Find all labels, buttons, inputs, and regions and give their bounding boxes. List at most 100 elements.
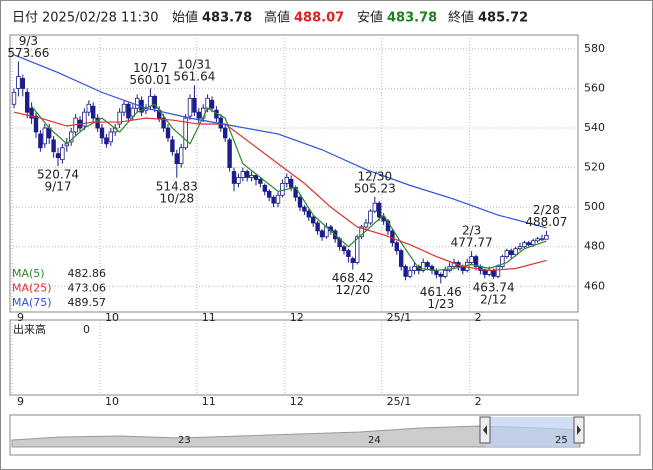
header-label: 高値 <box>264 10 290 26</box>
annotation-value: 461.46 <box>420 285 462 299</box>
candle-body <box>535 238 540 242</box>
annotation-value: 560.01 <box>129 73 171 87</box>
candle-body <box>152 95 157 109</box>
y-tick-label: 580 <box>584 42 605 55</box>
candle-body <box>244 171 250 178</box>
candle-body <box>398 250 404 267</box>
candle-body <box>104 137 109 145</box>
annotation-date: 2/3 <box>462 224 481 238</box>
candle-body <box>372 202 377 212</box>
annotation-date: 12/30 <box>358 169 393 183</box>
candle-body <box>91 105 96 119</box>
candle-body <box>469 256 474 263</box>
candle-body <box>165 127 171 139</box>
candle-body <box>363 222 369 228</box>
candle-body <box>306 210 311 218</box>
candle-body <box>86 103 91 113</box>
candle-body <box>368 210 373 224</box>
candle-body <box>196 111 201 119</box>
candle-body <box>170 139 175 153</box>
header-label: 安値 <box>357 10 383 26</box>
candle-body <box>394 242 399 252</box>
y-tick-label: 520 <box>584 161 605 174</box>
candle-body <box>407 270 413 277</box>
candle-body <box>253 175 259 180</box>
x-tick-label: 2 <box>475 311 482 324</box>
volume-value: 0 <box>83 323 90 336</box>
candle-body <box>288 179 294 188</box>
candle-body <box>354 236 360 263</box>
navigator-label: 24 <box>368 435 381 446</box>
candle-body <box>420 262 426 271</box>
candle-body <box>500 256 505 267</box>
x-tick-label: 12 <box>290 395 304 408</box>
annotation-value: 468.42 <box>332 271 374 285</box>
candle-body <box>531 240 536 246</box>
candle-body <box>249 175 254 178</box>
candle-body <box>341 246 347 252</box>
volume-panel <box>9 319 579 396</box>
candle-body <box>183 117 188 149</box>
annotation-value: 561.64 <box>173 70 215 84</box>
candle-body <box>438 274 443 277</box>
annotation-date: 1/23 <box>427 297 454 311</box>
ma-line <box>31 103 547 272</box>
candle-body <box>271 196 276 204</box>
candle-body <box>222 127 228 139</box>
candle-body <box>297 196 303 208</box>
x-tick-label: 11 <box>202 311 216 324</box>
volume-label: 出来高 <box>13 322 46 336</box>
candle-body <box>51 139 56 153</box>
price-panel <box>9 34 579 313</box>
legend-value: 489.57 <box>68 296 107 309</box>
candle-body <box>310 216 316 224</box>
candle-body <box>95 117 100 129</box>
navigator-label: 23 <box>178 435 191 446</box>
ma-line <box>13 111 547 272</box>
y-tick-label: 460 <box>584 279 605 292</box>
candle-body <box>24 91 30 113</box>
annotation-date: 9/17 <box>45 180 72 194</box>
annotation-value: 477.77 <box>451 236 493 250</box>
candle-body <box>148 95 153 107</box>
navigator-window[interactable] <box>486 417 578 447</box>
annotation-value: 488.07 <box>525 215 567 229</box>
candle-body <box>178 147 184 165</box>
legend-name: MA(5) <box>12 267 45 280</box>
candle-body <box>280 182 285 196</box>
x-tick-label: 10 <box>105 395 119 408</box>
candle-body <box>266 190 272 198</box>
candle-body <box>442 270 448 277</box>
candle-body <box>227 139 232 168</box>
annotation-value: 573.66 <box>7 46 49 60</box>
candle-body <box>376 202 382 218</box>
annotation-value: 514.83 <box>156 179 198 193</box>
candle-body <box>130 107 135 117</box>
candle-body <box>117 111 122 125</box>
x-tick-label: 2 <box>475 395 482 408</box>
header: 日付 2025/02/28 11:30 始値 483.78 高値 488.07 … <box>12 10 528 26</box>
annotation-value: 463.74 <box>473 280 515 294</box>
candle-body <box>508 250 514 256</box>
x-tick-label: 9 <box>17 311 24 324</box>
candle-body <box>522 242 527 248</box>
candle-body <box>174 153 179 165</box>
header-label: 始値 <box>172 10 198 26</box>
annotation-date: 2/12 <box>480 292 507 306</box>
legend-value: 473.06 <box>68 282 107 295</box>
annotation-date: 9/3 <box>19 34 38 48</box>
y-tick-label: 480 <box>584 240 605 253</box>
annotation-date: 10/28 <box>160 191 195 205</box>
candle-body <box>55 153 61 159</box>
candle-body <box>33 115 39 133</box>
navigator-area <box>11 425 581 448</box>
annotation-date: 12/20 <box>336 283 371 297</box>
candle-body <box>425 262 430 267</box>
candle-body <box>20 78 25 89</box>
header-value: 483.78 <box>387 11 437 26</box>
candle-body <box>42 127 47 145</box>
candle-body <box>526 242 531 246</box>
candle-body <box>236 177 241 184</box>
candle-body <box>108 131 113 143</box>
